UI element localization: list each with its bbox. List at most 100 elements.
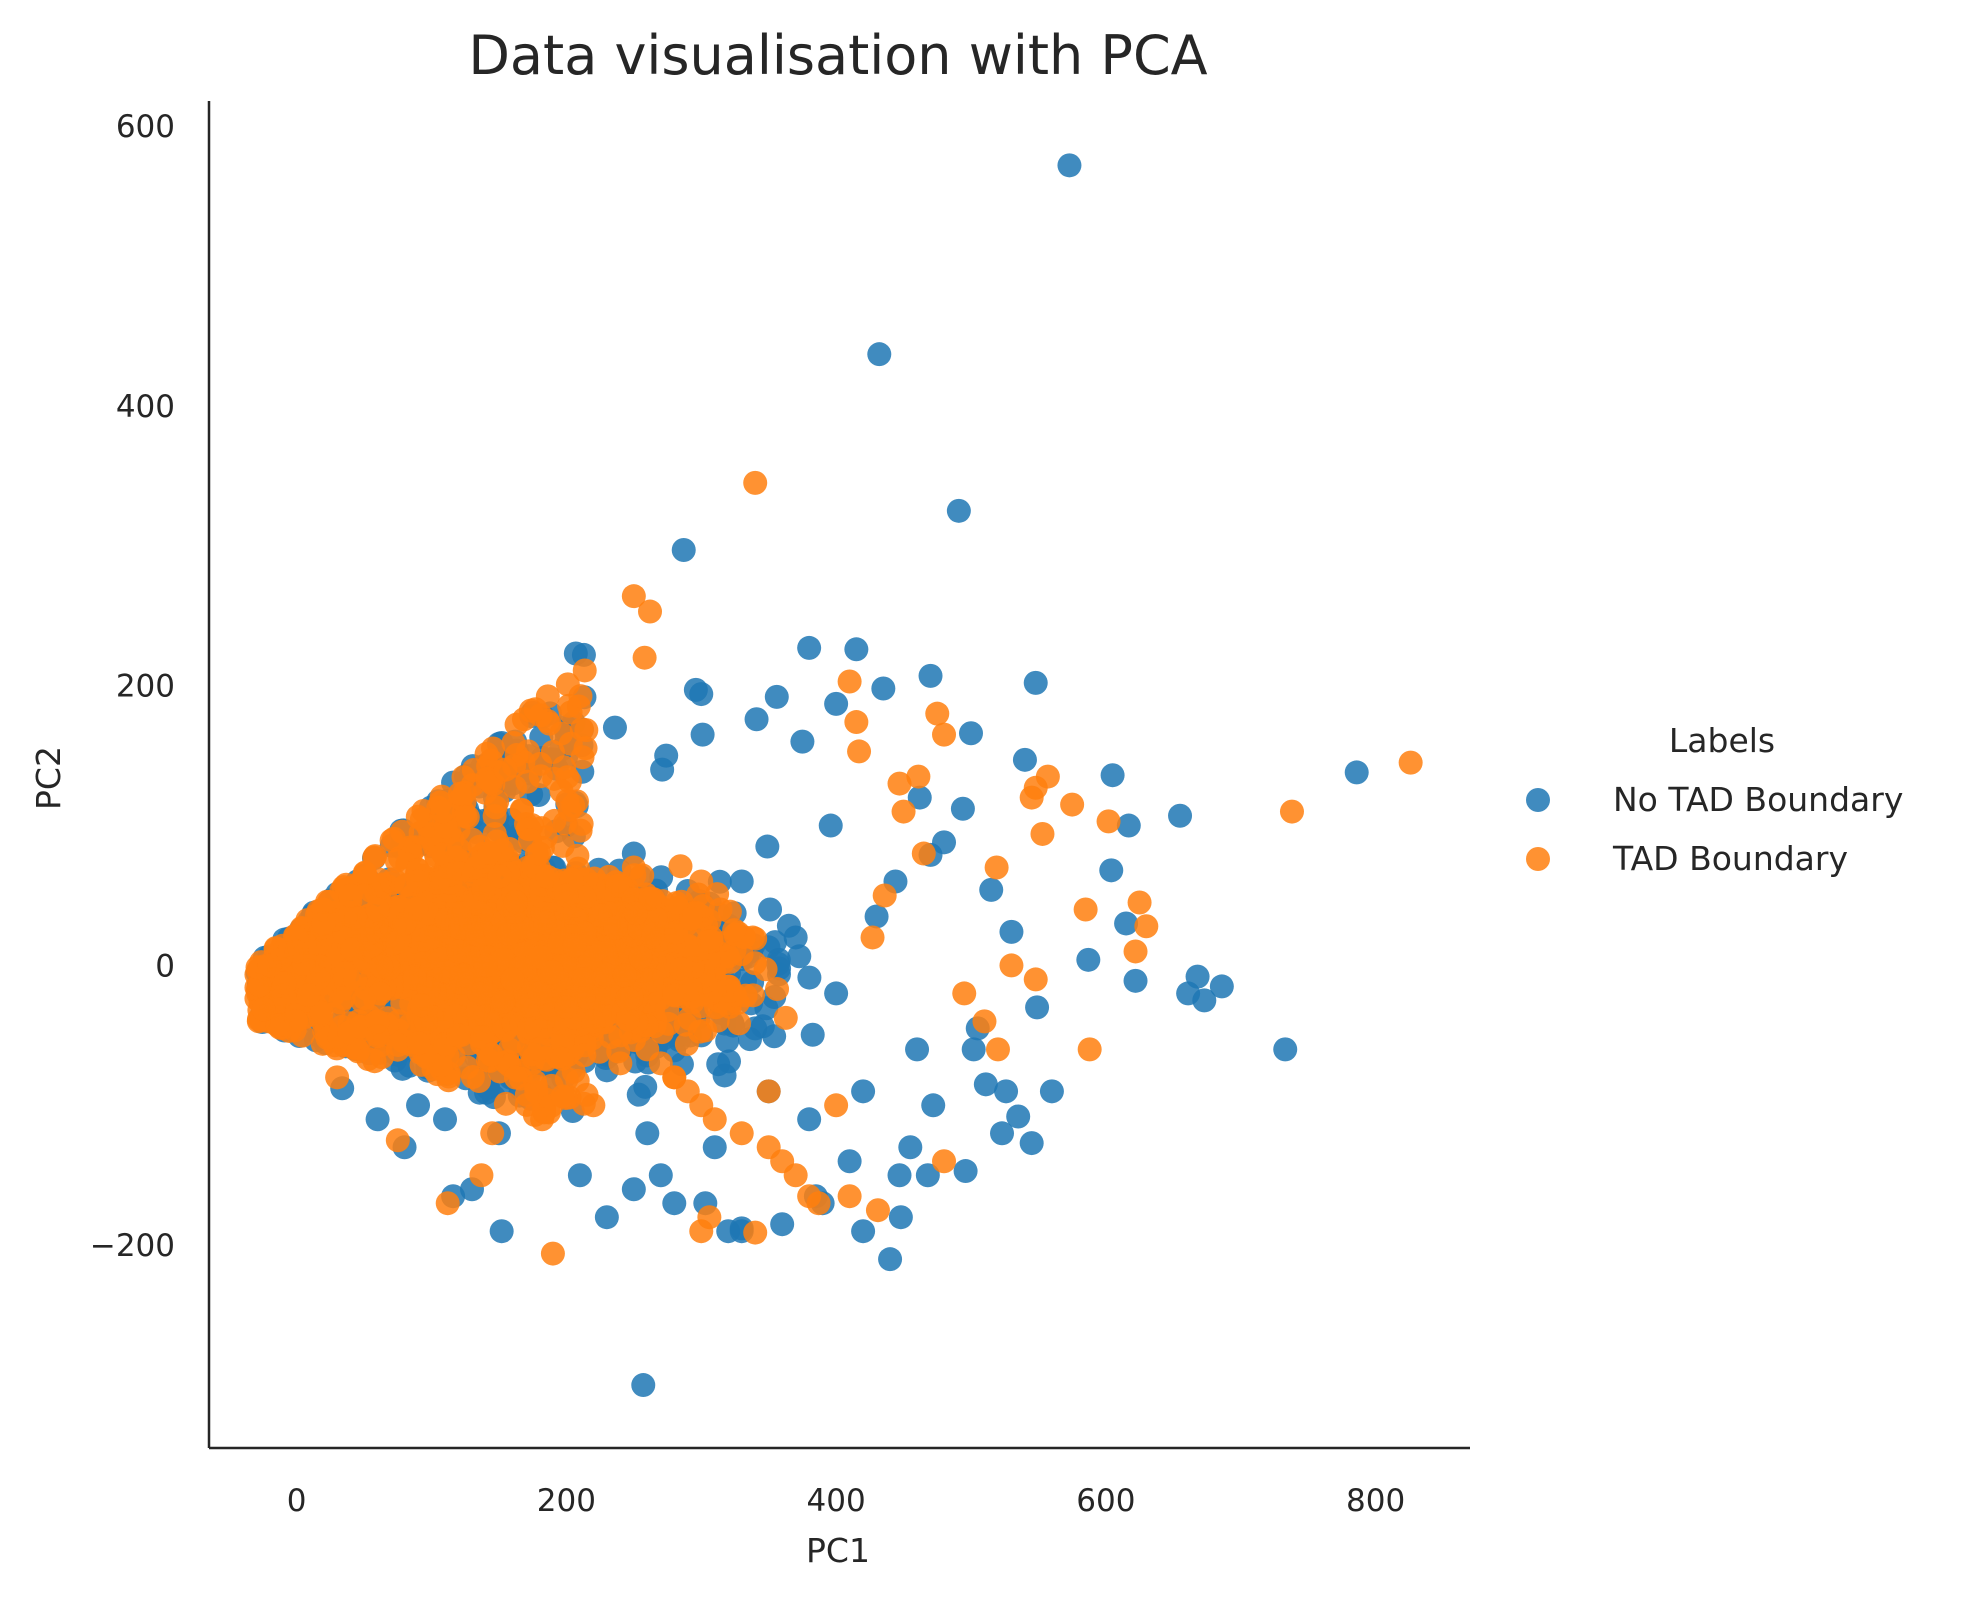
scatter-point-no-tad-boundary	[783, 925, 808, 950]
scatter-point-tad-boundary	[872, 883, 897, 908]
scatter-point	[550, 1029, 575, 1054]
scatter-point-tad-boundary	[952, 981, 977, 1006]
scatter-point-tad-boundary	[325, 1065, 350, 1090]
scatter-point	[533, 910, 558, 935]
scatter-point-tad-boundary	[527, 981, 552, 1006]
scatter-point-tad-boundary	[985, 1037, 1010, 1062]
scatter-point-tad-boundary	[1060, 792, 1085, 817]
scatter-point-no-tad-boundary	[921, 1093, 946, 1118]
scatter-point-tad-boundary	[527, 1037, 552, 1062]
scatter-point-tad-boundary	[844, 710, 869, 735]
scatter-point-no-tad-boundary	[1006, 1104, 1031, 1129]
scatter-point-tad-boundary	[480, 1121, 505, 1146]
scatter-point-no-tad-boundary	[994, 1079, 1019, 1104]
scatter-point-tad-boundary	[500, 967, 525, 992]
scatter-point	[603, 915, 628, 940]
chart-title: Data visualisation with PCA	[468, 24, 1207, 87]
scatter-point-no-tad-boundary	[1273, 1037, 1298, 1062]
scatter-point-tad-boundary	[257, 953, 282, 978]
scatter-point-no-tad-boundary	[1100, 763, 1125, 788]
scatter-point-tad-boundary	[621, 855, 646, 880]
scatter-point	[523, 697, 548, 722]
scatter-point-no-tad-boundary	[973, 1072, 998, 1097]
legend-label-no-tad-boundary: No TAD Boundary	[1613, 780, 1903, 819]
scatter-point-no-tad-boundary	[729, 869, 754, 894]
scatter-point-tad-boundary	[729, 1121, 754, 1146]
scatter-point	[568, 818, 593, 843]
scatter-point	[482, 804, 507, 829]
scatter-point	[493, 1091, 518, 1116]
scatter-point-tad-boundary	[352, 883, 377, 908]
scatter-point	[491, 989, 516, 1014]
scatter-point	[381, 826, 406, 851]
scatter-point-tad-boundary	[435, 1191, 460, 1216]
scatter-point-no-tad-boundary	[946, 498, 971, 523]
scatter-point-tad-boundary	[887, 771, 912, 796]
scatter-point	[765, 977, 790, 1002]
scatter-point	[773, 1005, 798, 1030]
scatter-point	[722, 918, 747, 943]
scatter-point	[570, 745, 595, 770]
scatter-point-tad-boundary	[554, 883, 579, 908]
scatter-point-tad-boundary	[865, 1198, 890, 1223]
scatter-point	[638, 886, 663, 911]
y-axis-ticks: −200 0 200 400 600	[90, 109, 175, 1264]
scatter-point	[535, 864, 560, 889]
scatter-point-tad-boundary	[697, 1205, 722, 1230]
scatter-point-no-tad-boundary	[818, 813, 843, 838]
y-tick-label: 0	[155, 948, 175, 984]
scatter-point-tad-boundary	[608, 1023, 633, 1048]
scatter-point-tad-boundary	[837, 1184, 862, 1209]
scatter-point	[501, 730, 526, 755]
x-tick-label: 800	[1346, 1483, 1405, 1519]
plot-area	[244, 153, 1423, 1398]
scatter-point-tad-boundary	[621, 584, 646, 609]
scatter-point	[352, 986, 377, 1011]
scatter-point-no-tad-boundary	[1012, 747, 1037, 772]
scatter-point-tad-boundary	[1096, 809, 1121, 834]
scatter-point-no-tad-boundary	[887, 1163, 912, 1188]
scatter-point	[405, 804, 430, 829]
scatter-point	[487, 864, 512, 889]
scatter-point-no-tad-boundary	[961, 1037, 986, 1062]
scatter-point-no-tad-boundary	[365, 1107, 390, 1132]
scatter-point-tad-boundary	[906, 764, 931, 789]
scatter-point	[641, 922, 666, 947]
scatter-point	[549, 779, 574, 804]
scatter-point	[684, 938, 709, 963]
scatter-point	[479, 1042, 504, 1067]
scatter-point-no-tad-boundary	[824, 981, 849, 1006]
scatter-point	[284, 1008, 309, 1033]
scatter-point-no-tad-boundary	[1168, 803, 1193, 828]
scatter-point	[385, 930, 410, 955]
scatter-point	[331, 986, 356, 1011]
scatter-point-tad-boundary	[385, 1128, 410, 1153]
scatter-point-no-tad-boundary	[702, 1135, 727, 1160]
scatter-point-tad-boundary	[311, 911, 336, 936]
scatter-point-no-tad-boundary	[867, 342, 892, 367]
scatter-point	[356, 1047, 381, 1072]
scatter-point-tad-boundary	[581, 1093, 606, 1118]
scatter-point-no-tad-boundary	[1344, 760, 1369, 785]
scatter-point	[452, 963, 477, 988]
legend: Labels No TAD Boundary TAD Boundary	[1526, 721, 1903, 878]
y-axis-label: PC2	[29, 746, 68, 810]
scatter-point-tad-boundary	[635, 1037, 660, 1062]
scatter-point	[717, 899, 742, 924]
scatter-point-no-tad-boundary	[602, 715, 627, 740]
legend-label-tad-boundary: TAD Boundary	[1612, 839, 1848, 878]
scatter-point	[628, 945, 653, 970]
scatter-point	[664, 891, 689, 916]
y-tick-label: −200	[90, 1228, 175, 1264]
scatter-point	[409, 993, 434, 1018]
scatter-point-tad-boundary	[469, 1163, 494, 1188]
scatter-point	[540, 960, 565, 985]
scatter-point-no-tad-boundary	[648, 1163, 673, 1188]
scatter-point-tad-boundary	[473, 953, 498, 978]
scatter-point	[517, 1015, 542, 1040]
scatter-point-tad-boundary	[632, 645, 657, 670]
scatter-point-tad-boundary	[999, 953, 1024, 978]
scatter-point-tad-boundary	[1134, 914, 1159, 939]
scatter-point-no-tad-boundary	[1185, 964, 1210, 989]
